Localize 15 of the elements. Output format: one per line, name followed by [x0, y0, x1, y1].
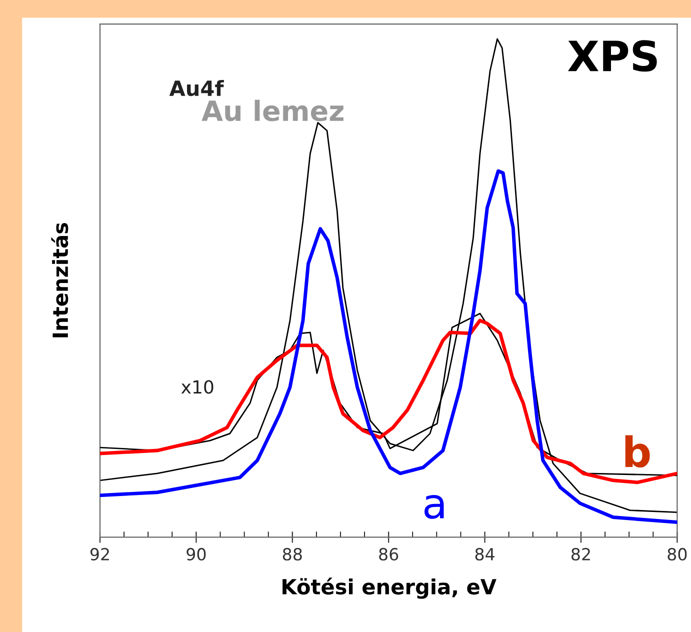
- x-tick-label: 82: [572, 548, 590, 561]
- series-label: Au lemez: [202, 100, 344, 122]
- x-tick-label: 80: [668, 548, 687, 561]
- annotation: x10: [181, 380, 214, 394]
- x-tick-label: 88: [282, 548, 302, 561]
- x-tick-label: 92: [90, 548, 109, 561]
- chart-title: XPS: [568, 40, 657, 72]
- x-tick-label: 86: [379, 548, 398, 561]
- x-tick-label: 90: [186, 548, 206, 561]
- annotation: Au4f: [169, 80, 224, 96]
- x-tick-label: 84: [475, 548, 494, 561]
- series-label: a: [424, 494, 444, 519]
- x-axis-title: Kötési energia, eV: [282, 578, 496, 599]
- series-label: b: [625, 435, 650, 468]
- y-axis-title: Intenzitás: [51, 223, 68, 338]
